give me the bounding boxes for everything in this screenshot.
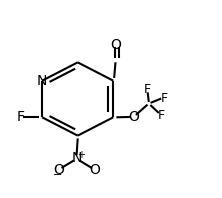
Text: O: O	[110, 38, 121, 52]
Text: F: F	[16, 110, 24, 124]
Text: O: O	[53, 163, 64, 177]
Text: O: O	[89, 163, 100, 177]
Text: F: F	[161, 92, 168, 105]
Text: N: N	[71, 151, 82, 165]
Text: +: +	[77, 150, 85, 160]
Text: −: −	[53, 170, 62, 180]
Text: F: F	[144, 84, 151, 96]
Text: N: N	[37, 74, 47, 88]
Text: O: O	[128, 110, 139, 124]
Text: F: F	[157, 109, 165, 122]
